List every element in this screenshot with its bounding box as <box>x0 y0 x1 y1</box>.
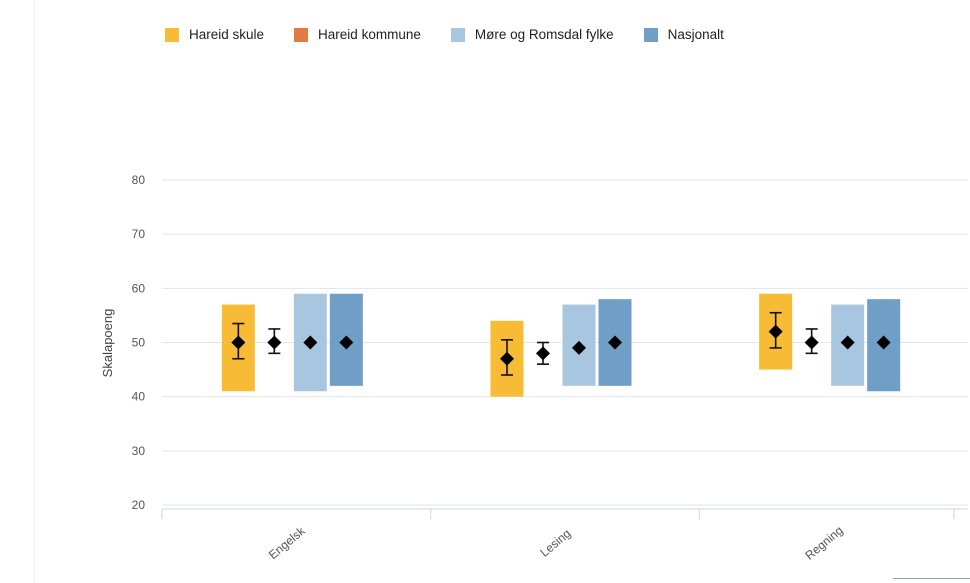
legend-item-hareid-skule[interactable]: Hareid skule <box>165 27 264 42</box>
x-tick-label: Regning <box>802 523 845 562</box>
mean-marker <box>339 335 354 350</box>
mean-marker <box>500 351 514 366</box>
mean-marker <box>231 335 246 350</box>
mean-marker <box>840 335 855 350</box>
legend-swatch-hareid-skule <box>165 27 179 42</box>
legend-item-nasjonalt[interactable]: Nasjonalt <box>643 27 724 42</box>
legend-item-more-og-romsdal[interactable]: Møre og Romsdal fylke <box>450 27 614 42</box>
y-axis-label: Skalapoeng <box>100 309 115 378</box>
legend-label: Nasjonalt <box>667 27 724 42</box>
y-tick-label: 30 <box>132 444 146 458</box>
legend-swatch-hareid-kommune <box>294 27 309 42</box>
y-tick-label: 50 <box>132 336 146 350</box>
chart-legend: Hareid skule Hareid kommune Møre og Roms… <box>165 27 754 42</box>
page-margin <box>0 0 35 583</box>
legend-label: Hareid kommune <box>318 27 421 42</box>
y-tick-label: 40 <box>132 390 146 404</box>
legend-label: Møre og Romsdal fylke <box>474 27 614 42</box>
legend-label: Hareid skule <box>189 27 265 42</box>
mean-marker <box>267 335 282 350</box>
mean-marker <box>768 324 783 339</box>
legend-swatch-nasjonalt <box>643 27 658 42</box>
scrollbar-edge <box>893 578 970 579</box>
mean-marker <box>608 335 622 350</box>
x-tick-label: Lesing <box>537 526 573 559</box>
y-tick-label: 20 <box>132 498 146 512</box>
y-tick-label: 70 <box>132 227 146 241</box>
y-tick-label: 80 <box>132 173 146 187</box>
mean-marker <box>303 335 318 350</box>
legend-item-hareid-kommune[interactable]: Hareid kommune <box>294 27 421 42</box>
mean-marker <box>536 346 550 361</box>
mean-marker <box>804 335 819 350</box>
legend-swatch-more-og-romsdal <box>450 27 465 42</box>
mean-marker <box>572 340 586 355</box>
x-tick-label: Engelsk <box>266 523 308 562</box>
y-tick-label: 60 <box>132 281 146 295</box>
mean-marker <box>876 335 891 350</box>
